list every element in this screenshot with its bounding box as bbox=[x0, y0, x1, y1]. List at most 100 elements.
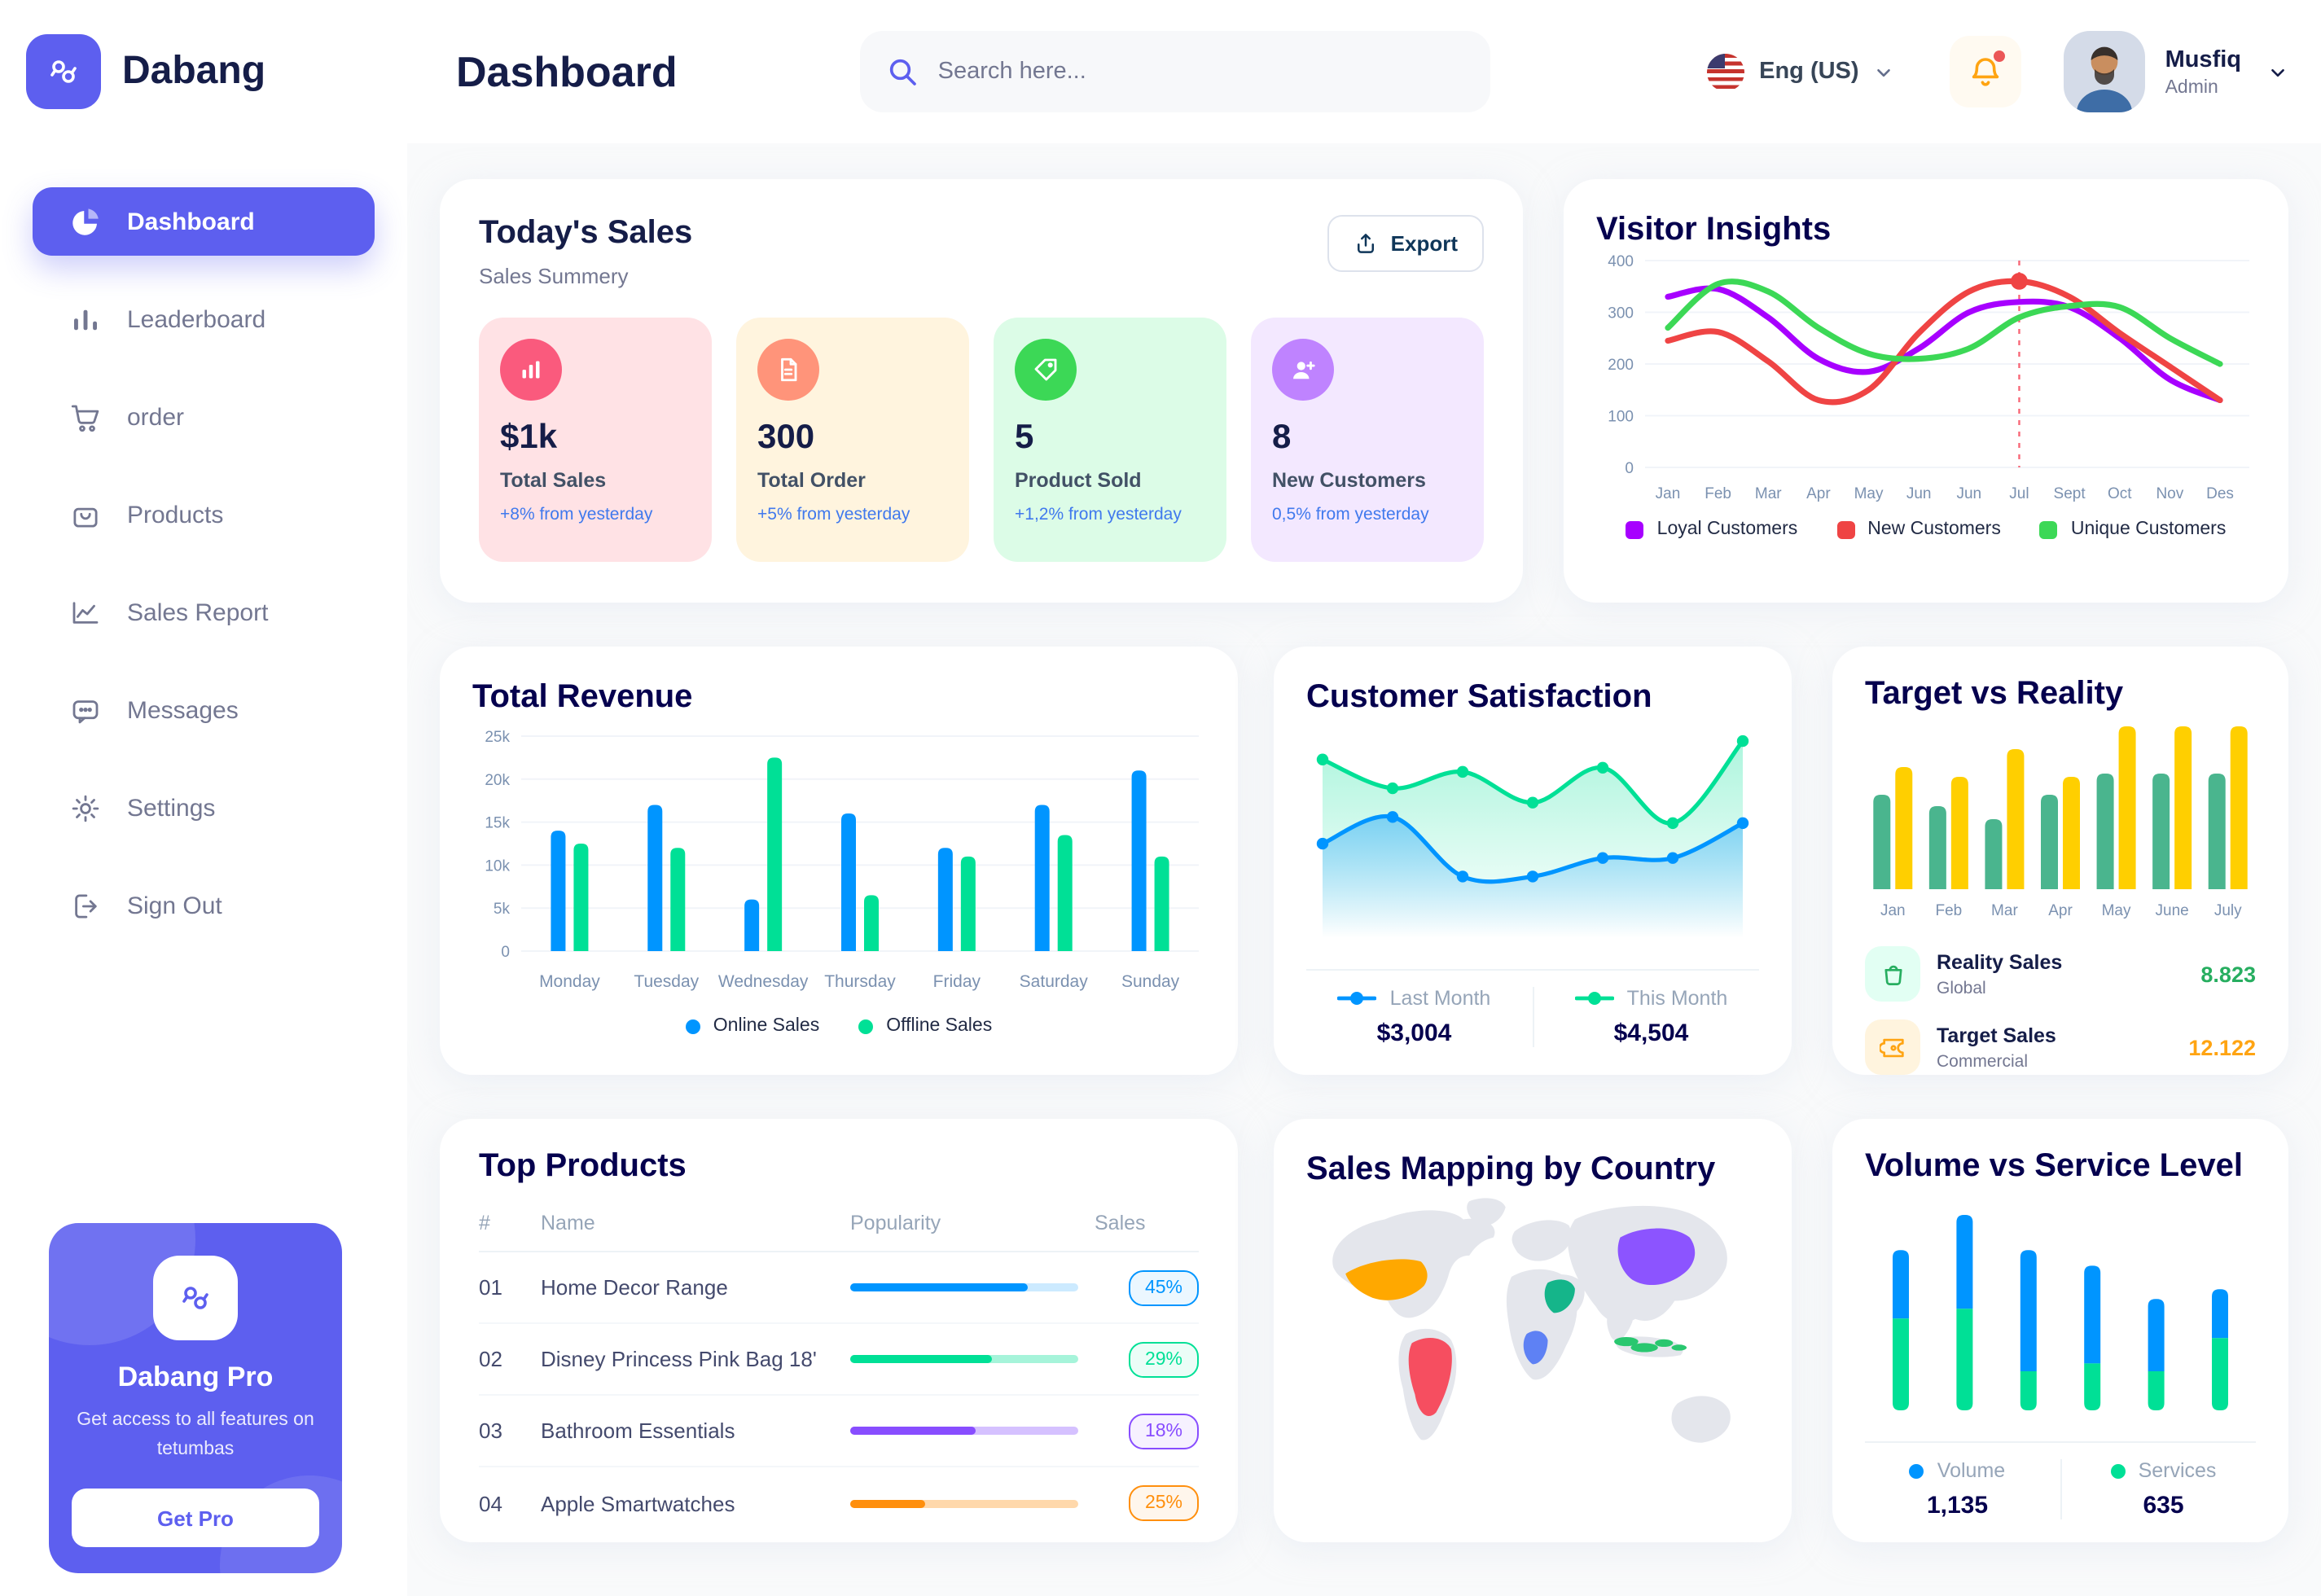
sidebar-item-dashboard[interactable]: Dashboard bbox=[33, 187, 375, 256]
top-products-table: # Name Popularity Sales 01 Home Decor Range … bbox=[479, 1202, 1199, 1539]
sidebar: Dashboard Leaderboard order Products Sales R… bbox=[0, 143, 407, 1596]
svg-text:Oct: Oct bbox=[2108, 485, 2132, 502]
sidebar-item-label: Products bbox=[127, 501, 224, 528]
popularity-bar bbox=[850, 1283, 1078, 1291]
us-flag-icon bbox=[1707, 53, 1745, 90]
total-revenue-title: Total Revenue bbox=[472, 679, 693, 715]
export-button[interactable]: Export bbox=[1327, 215, 1484, 272]
bag-green-icon bbox=[1865, 946, 1920, 1002]
svg-text:Apr: Apr bbox=[2048, 902, 2073, 919]
svg-text:Mar: Mar bbox=[1755, 485, 1782, 502]
services-label: Services bbox=[2138, 1459, 2217, 1482]
chevron-down-icon bbox=[2267, 61, 2288, 82]
svg-text:Jan: Jan bbox=[1656, 485, 1681, 502]
legend-row-reality-sales: Reality Sales Global 8.823 bbox=[1865, 946, 2256, 1002]
svg-text:Des: Des bbox=[2206, 485, 2234, 502]
brand-name: Dabang bbox=[122, 49, 266, 93]
notifications-button[interactable] bbox=[1950, 36, 2022, 107]
stat-label: Product Sold bbox=[1015, 469, 1142, 492]
sidebar-item-products[interactable]: Products bbox=[33, 480, 375, 549]
page-title: Dashboard bbox=[456, 46, 678, 95]
last-month-label: Last Month bbox=[1389, 987, 1491, 1010]
sidebar-item-label: Dashboard bbox=[127, 208, 255, 235]
table-row: 03 Bathroom Essentials 18% bbox=[479, 1396, 1199, 1467]
table-header: # Name Popularity Sales bbox=[479, 1202, 1199, 1252]
message-icon bbox=[67, 692, 103, 728]
legend-label: Offline Sales bbox=[886, 1016, 993, 1036]
sidebar-item-label: Leaderboard bbox=[127, 305, 266, 333]
user-menu[interactable]: Musfiq Admin bbox=[2064, 31, 2288, 112]
sales-mapping-card: Sales Mapping by Country bbox=[1274, 1119, 1792, 1542]
ticket-yellow-icon bbox=[1865, 1019, 1920, 1075]
line-dot-icon bbox=[1574, 990, 1614, 1006]
legend-item: Online Sales bbox=[685, 1016, 819, 1036]
stat-value: $1k bbox=[500, 419, 558, 456]
this-month-label: This Month bbox=[1626, 987, 1728, 1010]
visitor-insights-card: Visitor Insights 0 100 200 300 400 Jan Feb Mar A… bbox=[1564, 179, 2288, 603]
sidebar-item-settings[interactable]: Settings bbox=[33, 774, 375, 842]
country-china bbox=[1617, 1228, 1696, 1286]
svg-text:400: 400 bbox=[1608, 253, 1634, 270]
language-label: Eng (US) bbox=[1759, 59, 1859, 85]
sidebar-item-sign-out[interactable]: Sign Out bbox=[33, 871, 375, 940]
legend-row-target-sales: Target Sales Commercial 12.122 bbox=[1865, 1019, 2256, 1075]
target-vs-reality-title: Target vs Reality bbox=[1865, 676, 2124, 712]
top-products-title: Top Products bbox=[479, 1148, 687, 1184]
svg-text:Sept: Sept bbox=[2054, 485, 2086, 502]
svg-text:May: May bbox=[2102, 902, 2131, 919]
legend-subtitle: Commercial bbox=[1937, 1051, 2029, 1071]
divider bbox=[1532, 987, 1533, 1047]
svg-text:15k: 15k bbox=[485, 815, 510, 832]
column-header: Sales bbox=[1095, 1212, 1146, 1234]
sidebar-item-leaderboard[interactable]: Leaderboard bbox=[33, 285, 375, 353]
country-brazil bbox=[1408, 1337, 1452, 1417]
search-input[interactable] bbox=[934, 57, 1464, 86]
stat-user-plus-icon bbox=[1272, 339, 1334, 401]
country-dr-congo bbox=[1523, 1331, 1548, 1365]
stat-delta: 0,5% from yesterday bbox=[1272, 505, 1429, 524]
sales-mapping-title: Sales Mapping by Country bbox=[1306, 1151, 1716, 1187]
avatar bbox=[2064, 31, 2146, 112]
stat-label: Total Sales bbox=[500, 469, 607, 492]
table-row: 02 Disney Princess Pink Bag 18' 29% bbox=[479, 1324, 1199, 1396]
search-bar[interactable] bbox=[859, 31, 1490, 112]
total-revenue-legend: Online Sales Offline Sales bbox=[472, 1016, 1205, 1036]
product-name: Home Decor Range bbox=[541, 1275, 728, 1300]
services-dot-icon bbox=[2110, 1463, 2126, 1478]
pie-chart-icon bbox=[67, 204, 103, 239]
sidebar-item-order[interactable]: order bbox=[33, 383, 375, 451]
total-revenue-card: Total Revenue 0 5k 10k 15k 20k 25k Monday Tuesd… bbox=[440, 647, 1238, 1075]
product-name: Bathroom Essentials bbox=[541, 1418, 735, 1443]
svg-text:Feb: Feb bbox=[1935, 902, 1962, 919]
divider bbox=[2060, 1459, 2061, 1519]
total-revenue-chart: 0 5k 10k 15k 20k 25k Monday Tuesday Wednesday Thu… bbox=[485, 729, 1199, 991]
legend-swatch bbox=[1836, 520, 1855, 538]
svg-text:Monday: Monday bbox=[539, 972, 600, 991]
sidebar-item-messages[interactable]: Messages bbox=[33, 676, 375, 744]
column-header: # bbox=[479, 1212, 490, 1234]
sidebar-item-sales-report[interactable]: Sales Report bbox=[33, 578, 375, 647]
stat-value: 8 bbox=[1272, 419, 1292, 456]
stat-delta: +8% from yesterday bbox=[500, 505, 653, 524]
language-selector[interactable]: Eng (US) bbox=[1707, 53, 1894, 90]
stat-label: New Customers bbox=[1272, 469, 1426, 492]
svg-text:Sunday: Sunday bbox=[1121, 972, 1180, 991]
get-pro-button[interactable]: Get Pro bbox=[72, 1489, 319, 1547]
svg-text:200: 200 bbox=[1608, 357, 1634, 374]
todays-sales-card: Today's Sales Sales Summery Export $1k T… bbox=[440, 179, 1523, 603]
main-content: Today's Sales Sales Summery Export $1k T… bbox=[407, 143, 2321, 1596]
line-dot-icon bbox=[1337, 990, 1377, 1006]
sign-out-icon bbox=[67, 888, 103, 923]
country-indonesia bbox=[1655, 1339, 1674, 1348]
visitor-insights-chart: 0 100 200 300 400 Jan Feb Mar Apr May Jun Jun Jul Sep… bbox=[1608, 253, 2249, 502]
svg-text:Friday: Friday bbox=[933, 972, 981, 991]
column-header: Popularity bbox=[850, 1212, 941, 1234]
sidebar-menu: Dashboard Leaderboard order Products Sales R… bbox=[0, 187, 407, 969]
svg-text:Apr: Apr bbox=[1806, 485, 1831, 502]
top-products-card: Top Products # Name Popularity Sales 01 Home… bbox=[440, 1119, 1238, 1542]
product-num: 04 bbox=[479, 1491, 502, 1515]
legend-label: Loyal Customers bbox=[1656, 520, 1798, 539]
legend-item: Offline Sales bbox=[858, 1016, 992, 1036]
services-value: 635 bbox=[2143, 1492, 2184, 1519]
legend-swatch bbox=[1626, 520, 1644, 538]
